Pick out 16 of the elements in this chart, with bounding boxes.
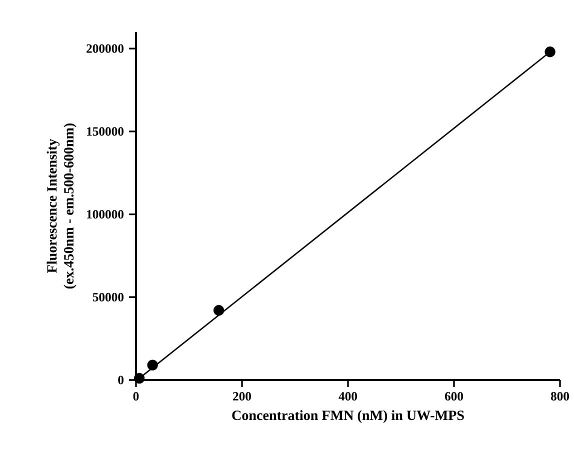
x-tick-label: 200 (233, 392, 252, 401)
y-tick-label: 150000 (87, 127, 124, 136)
point (544, 46, 556, 58)
x-tick-label: 400 (338, 392, 358, 401)
x-tick-label: 0 (133, 392, 139, 401)
point (213, 305, 224, 316)
point (134, 373, 145, 384)
y-tick-label: 50000 (92, 292, 124, 302)
y-tick-label: 0 (118, 376, 124, 384)
y-tick-label: 100000 (87, 210, 124, 219)
x-tick-label: 800 (550, 392, 570, 401)
y-tick-label: 200000 (86, 44, 124, 53)
x-axis-title: Concentration FMN (nM) in UW-MPS (232, 410, 464, 423)
point (147, 360, 158, 370)
y-axis-title: Fluorescence Intensity (ex.450nm - em.500-600nm) (46, 123, 76, 289)
x-tick-label: 600 (444, 392, 464, 401)
